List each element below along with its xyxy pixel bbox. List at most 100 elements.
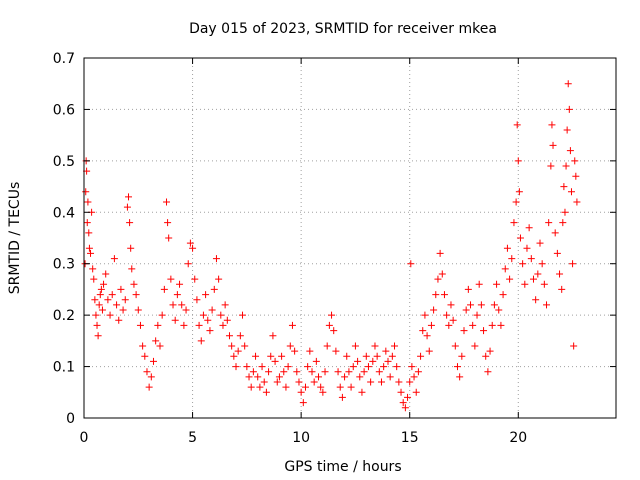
data-point [501, 265, 509, 273]
data-point [154, 321, 162, 329]
data-point [84, 198, 92, 206]
data-point [391, 342, 399, 350]
data-point [104, 296, 112, 304]
data-point [85, 229, 93, 237]
data-point [506, 275, 514, 283]
data-point [288, 321, 296, 329]
data-point [215, 275, 223, 283]
data-point [430, 306, 438, 314]
data-point [566, 147, 574, 155]
data-point [180, 321, 188, 329]
data-point [508, 255, 516, 263]
data-point [516, 234, 524, 242]
data-point [306, 347, 314, 355]
data-point [469, 321, 477, 329]
data-point [141, 352, 149, 360]
data-point [178, 301, 186, 309]
data-point [171, 316, 179, 324]
data-point [234, 347, 242, 355]
data-point [126, 219, 134, 227]
data-point [149, 357, 157, 365]
data-point [169, 301, 177, 309]
ticks-layer: 0 0.1 0.2 0.3 0.4 0.5 0.6 0.7 0 5 10 15 20 [53, 51, 616, 446]
chart-title: Day 015 of 2023, SRMTID for receiver mke… [189, 21, 497, 37]
data-point [510, 219, 518, 227]
x-tick-label: 15 [401, 430, 419, 446]
data-point [330, 327, 338, 335]
data-point [236, 332, 244, 340]
data-point [173, 291, 181, 299]
data-point [545, 219, 553, 227]
data-point [345, 368, 353, 376]
data-point [423, 332, 431, 340]
y-tick-label: 0.4 [53, 205, 75, 221]
data-point [232, 363, 240, 371]
data-point [134, 306, 142, 314]
data-point [82, 188, 90, 196]
data-point [110, 255, 118, 263]
data-point [460, 327, 468, 335]
data-point [549, 141, 557, 149]
data-point [515, 188, 523, 196]
data-point [297, 388, 305, 396]
data-point [136, 321, 144, 329]
data-point [208, 306, 216, 314]
data-point [556, 270, 564, 278]
data-point [395, 378, 403, 386]
y-tick-label: 0.1 [53, 360, 75, 376]
data-point [414, 368, 422, 376]
data-point [221, 301, 229, 309]
data-point [291, 347, 299, 355]
data-point [113, 301, 121, 309]
data-point [176, 280, 184, 288]
data-point [503, 244, 511, 252]
data-point [85, 244, 93, 252]
data-point [451, 342, 459, 350]
data-point [567, 188, 575, 196]
data-point [529, 275, 537, 283]
data-point [228, 342, 236, 350]
data-point [119, 306, 127, 314]
data-point [230, 352, 238, 360]
y-axis-label: SRMTID / TECUs [7, 182, 23, 295]
data-point [260, 378, 268, 386]
x-tick-label: 5 [188, 430, 197, 446]
data-point [258, 363, 266, 371]
data-point [91, 296, 99, 304]
data-point [225, 332, 233, 340]
data-point [536, 239, 544, 247]
data-point [377, 378, 385, 386]
data-point [513, 121, 521, 129]
data-point [572, 172, 580, 180]
data-point [97, 285, 105, 293]
data-point [92, 311, 100, 319]
data-point [252, 352, 260, 360]
data-point [243, 363, 251, 371]
data-point [354, 357, 362, 365]
data-point [304, 363, 312, 371]
y-tick-label: 0.6 [53, 102, 75, 118]
data-point [551, 229, 559, 237]
data-point [547, 162, 555, 170]
data-point [164, 219, 172, 227]
data-point [360, 368, 368, 376]
data-point [558, 285, 566, 293]
data-point [401, 404, 409, 412]
data-point [384, 357, 392, 365]
data-point [94, 332, 102, 340]
data-point [356, 373, 364, 381]
data-point [265, 368, 273, 376]
data-point [278, 352, 286, 360]
data-point [334, 368, 342, 376]
y-tick-label: 0 [66, 411, 75, 427]
data-point [83, 219, 91, 227]
data-point [95, 301, 103, 309]
data-point [527, 255, 535, 263]
data-point [386, 373, 394, 381]
data-point [519, 260, 527, 268]
data-point [308, 368, 316, 376]
data-point [453, 363, 461, 371]
data-point [247, 383, 255, 391]
data-point [375, 368, 383, 376]
